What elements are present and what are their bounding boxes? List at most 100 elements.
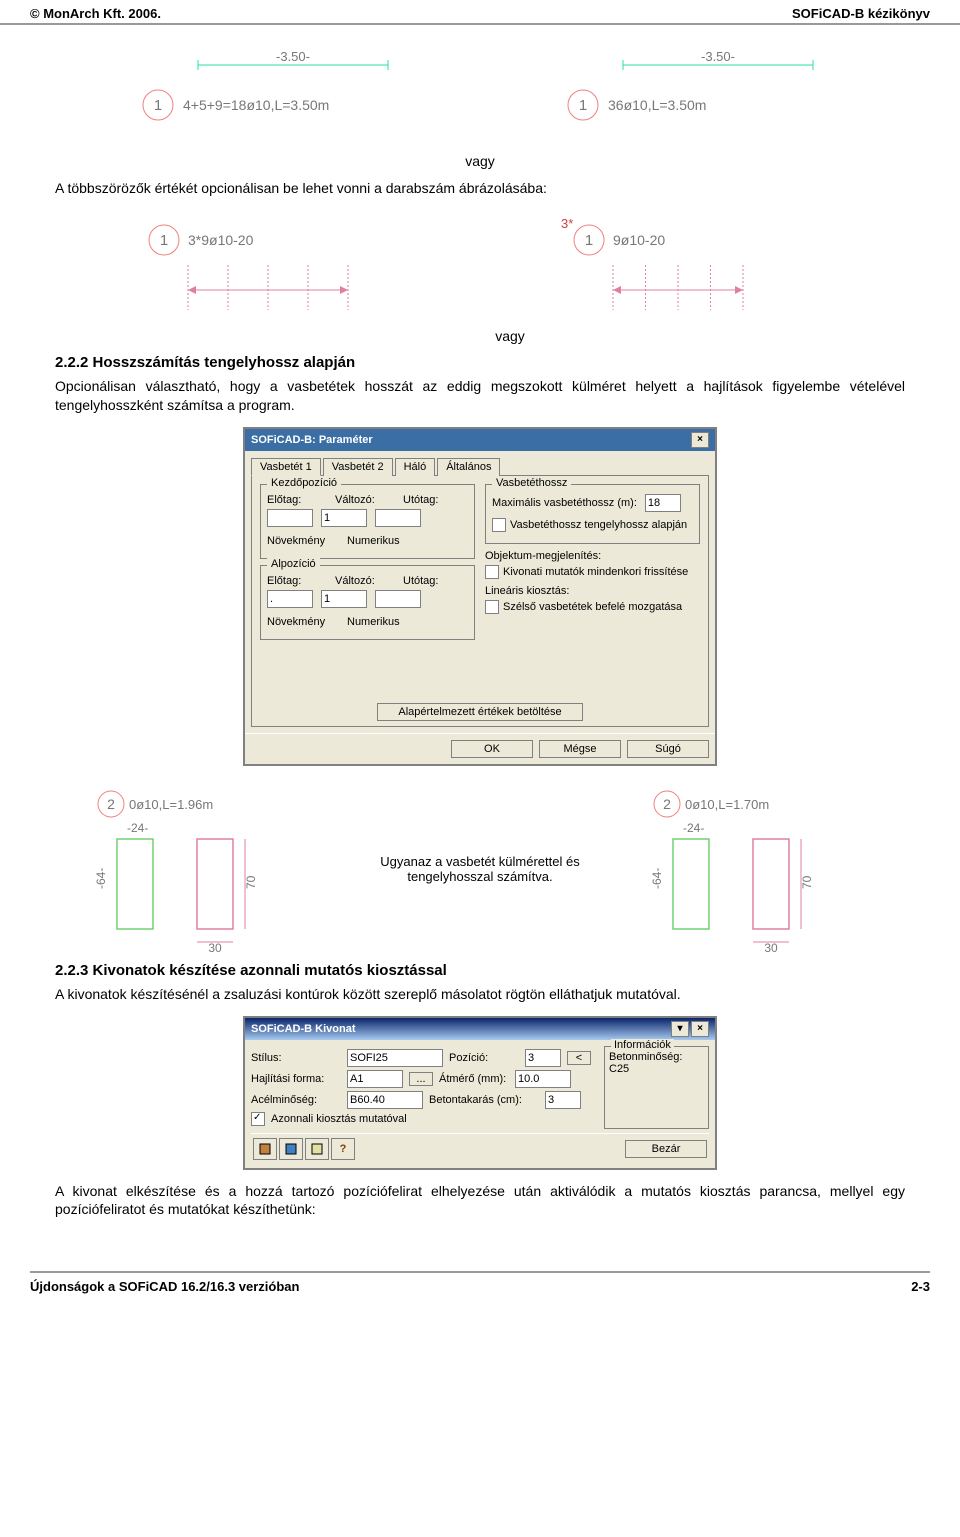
close-icon[interactable]: × <box>691 432 709 448</box>
fig3-caption: Ugyanaz a vasbetét külmérettel és tengel… <box>380 854 580 884</box>
help-button[interactable]: Súgó <box>627 740 709 758</box>
svg-text:1: 1 <box>159 232 167 249</box>
bezar-button[interactable]: Bezár <box>625 1140 707 1158</box>
input-kezd-elotag[interactable] <box>267 509 313 527</box>
tab-halo[interactable]: Háló <box>395 458 436 476</box>
label-valtozo: Változó: <box>335 494 395 506</box>
ok-button[interactable]: OK <box>451 740 533 758</box>
info-group-title: Információk <box>611 1039 674 1051</box>
hajl-dots-button[interactable]: ... <box>409 1072 433 1086</box>
tab-vasbetet-2[interactable]: Vasbetét 2 <box>323 458 393 476</box>
input-beton[interactable] <box>545 1091 581 1109</box>
label-alp-elotag: Előtag: <box>267 575 327 587</box>
rebar-section-fig-a: 20ø10,L=1.96m-24--64-7030 <box>87 784 317 954</box>
input-kezd-valtozo[interactable] <box>321 509 367 527</box>
label-atmer: Átmérő (mm): <box>439 1073 509 1085</box>
pin-icon[interactable]: ▾ <box>671 1021 689 1037</box>
input-acel[interactable] <box>347 1091 423 1109</box>
footer-left: Újdonságok a SOFiCAD 16.2/16.3 verzióban <box>30 1279 299 1294</box>
svg-text:-24-: -24- <box>683 821 704 835</box>
kivonat-title-text: SOFiCAD-B Kivonat <box>251 1023 356 1035</box>
checkbox-azonnali[interactable] <box>251 1112 265 1126</box>
fig-row-3: 20ø10,L=1.96m-24--64-7030 Ugyanaz a vasb… <box>55 784 905 954</box>
rebar-fig-2a: 1 3*9ø10-20 <box>128 210 408 320</box>
svg-text:-24-: -24- <box>127 821 148 835</box>
svg-text:70: 70 <box>244 875 258 889</box>
tab-vasbetet-1[interactable]: Vasbetét 1 <box>251 458 321 476</box>
label-alp-valtozo: Változó: <box>335 575 395 587</box>
svg-text:-3.50-: -3.50- <box>276 49 310 64</box>
label-lin-chk: Szélső vasbetétek befelé mozgatása <box>503 601 682 613</box>
label-pozicio: Pozíció: <box>449 1052 519 1064</box>
svg-text:30: 30 <box>208 941 222 954</box>
label-azonnali: Azonnali kiosztás mutatóval <box>271 1113 407 1125</box>
input-alp-utotag[interactable] <box>375 590 421 608</box>
cancel-button[interactable]: Mégse <box>539 740 621 758</box>
label-stilus: Stílus: <box>251 1052 341 1064</box>
tab-altalanos[interactable]: Általános <box>437 458 500 476</box>
rebar-fig-2b: 3*19ø10-20 <box>553 210 833 320</box>
heading-2-2-2: 2.2.2 Hosszszámítás tengelyhossz alapján <box>55 354 905 371</box>
input-max-vh[interactable] <box>645 494 681 512</box>
input-pozicio[interactable] <box>525 1049 561 1067</box>
kivonat-dialog: SOFiCAD-B Kivonat ▾ × Stílus: Pozíció: < <box>243 1016 717 1170</box>
rebar-section-fig-b: 20ø10,L=1.70m-24--64-7030 <box>643 784 873 954</box>
tool-icon-2[interactable] <box>279 1138 303 1160</box>
kivonat-titlebar: SOFiCAD-B Kivonat ▾ × <box>245 1018 715 1040</box>
group-title-alp: Alpozíció <box>267 558 320 570</box>
page-content: -3.50-14+5+9=18ø10,L=3.50m -3.50- 1 36ø10,… <box>0 25 960 1241</box>
label-beton: Betontakarás (cm): <box>429 1094 539 1106</box>
svg-text:9ø10-20: 9ø10-20 <box>613 232 665 248</box>
input-alp-valtozo[interactable] <box>321 590 367 608</box>
group-vasbetethossz: Vasbetéthossz Maximális vasbetéthossz (m… <box>485 484 700 544</box>
input-hajl[interactable] <box>347 1070 403 1088</box>
dialog-title-text: SOFiCAD-B: Paraméter <box>251 434 373 446</box>
label-vh-chk: Vasbetéthossz tengelyhossz alapján <box>510 519 687 531</box>
checkbox-lin[interactable] <box>485 600 499 614</box>
label-bmin: Betonminőség: <box>609 1051 704 1063</box>
label-max-vh: Maximális vasbetéthossz (m): <box>492 497 637 509</box>
group-title-kezd: Kezdőpozíció <box>267 477 341 489</box>
tool-icon-1[interactable] <box>253 1138 277 1160</box>
svg-text:36ø10,L=3.50m: 36ø10,L=3.50m <box>608 97 706 113</box>
page-footer: Újdonságok a SOFiCAD 16.2/16.3 verzióban… <box>30 1271 930 1300</box>
dialog-titlebar: SOFiCAD-B: Paraméter × <box>245 429 715 451</box>
svg-text:3*9ø10-20: 3*9ø10-20 <box>188 232 254 248</box>
label-lin: Lineáris kiosztás: <box>485 585 700 597</box>
header-right: SOFiCAD-B kézikönyv <box>792 6 930 21</box>
group-alpozicio: Alpozíció Előtag: Változó: Utótag: <box>260 565 475 640</box>
label-elotag: Előtag: <box>267 494 327 506</box>
close-icon[interactable]: × <box>691 1021 709 1037</box>
label-obj: Objektum-megjelenítés: <box>485 550 700 562</box>
input-kezd-utotag[interactable] <box>375 509 421 527</box>
checkbox-vh-tengely[interactable] <box>492 518 506 532</box>
checkbox-obj[interactable] <box>485 565 499 579</box>
para-4: A kivonat elkészítése és a hozzá tartozó… <box>55 1182 905 1220</box>
heading-2-2-3: 2.2.3 Kivonatok készítése azonnali mutat… <box>55 962 905 979</box>
help-icon[interactable]: ? <box>331 1138 355 1160</box>
svg-text:1: 1 <box>578 97 586 114</box>
pozicio-less-button[interactable]: < <box>567 1051 591 1065</box>
page-header: © MonArch Kft. 2006. SOFiCAD-B kézikönyv <box>0 0 960 25</box>
label-obj-chk: Kivonati mutatók mindenkori frissítése <box>503 566 688 578</box>
rebar-fig-1a: -3.50-14+5+9=18ø10,L=3.50m <box>128 45 408 145</box>
group-title-vh: Vasbetéthossz <box>492 477 571 489</box>
para-2: Opcionálisan választható, hogy a vasbeté… <box>55 377 905 415</box>
vagy-1: vagy <box>55 153 905 169</box>
group-kezdopozicio: Kezdőpozíció Előtag: Változó: Utótag: <box>260 484 475 559</box>
svg-text:-3.50-: -3.50- <box>701 49 735 64</box>
value-bmin: C25 <box>609 1063 704 1075</box>
input-stilus[interactable] <box>347 1049 443 1067</box>
label-hajl: Hajlítási forma: <box>251 1073 341 1085</box>
svg-text:3*: 3* <box>561 216 573 231</box>
input-atmer[interactable] <box>515 1070 571 1088</box>
defaults-button[interactable]: Alapértelmezett értékek betöltése <box>377 703 582 721</box>
svg-text:-64-: -64- <box>650 867 664 888</box>
para-3: A kivonatok készítésénél a zsaluzási kon… <box>55 985 905 1004</box>
rebar-fig-1b: -3.50- 1 36ø10,L=3.50m <box>553 45 833 145</box>
svg-text:30: 30 <box>765 941 779 954</box>
tool-icon-3[interactable] <box>305 1138 329 1160</box>
svg-text:70: 70 <box>800 875 814 889</box>
label-acel: Acélminőség: <box>251 1094 341 1106</box>
input-alp-elotag[interactable] <box>267 590 313 608</box>
